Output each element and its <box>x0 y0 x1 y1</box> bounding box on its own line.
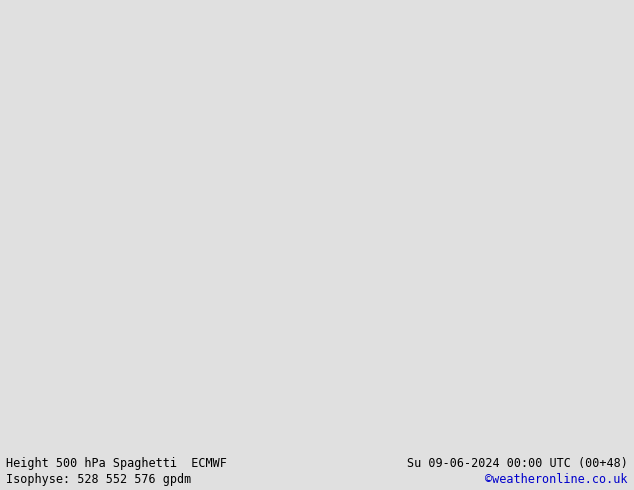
Text: Isophyse: 528 552 576 gpdm: Isophyse: 528 552 576 gpdm <box>6 472 191 486</box>
Text: Height 500 hPa Spaghetti  ECMWF: Height 500 hPa Spaghetti ECMWF <box>6 457 227 470</box>
Text: ©weatheronline.co.uk: ©weatheronline.co.uk <box>485 472 628 486</box>
Text: Su 09-06-2024 00:00 UTC (00+48): Su 09-06-2024 00:00 UTC (00+48) <box>407 457 628 470</box>
